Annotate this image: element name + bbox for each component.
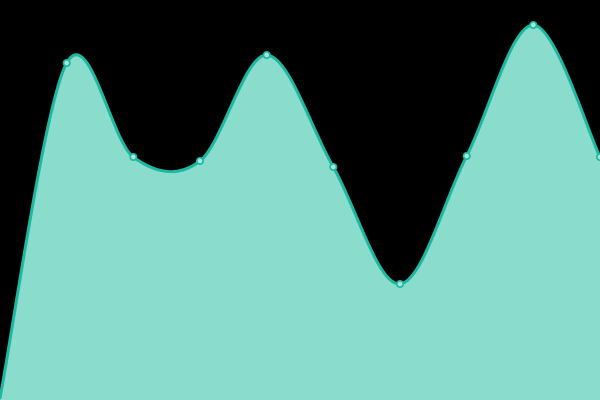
area-fill xyxy=(0,24,600,400)
data-point-marker xyxy=(129,152,138,162)
line-stroke xyxy=(0,23,600,400)
data-point-marker xyxy=(262,50,271,60)
data-point-marker xyxy=(529,20,538,30)
data-point-marker xyxy=(462,151,471,161)
data-point-marker xyxy=(62,58,71,68)
data-point-markers xyxy=(62,20,600,289)
data-point-marker xyxy=(195,156,205,166)
data-point-marker xyxy=(329,162,338,172)
data-point-marker xyxy=(395,279,405,289)
